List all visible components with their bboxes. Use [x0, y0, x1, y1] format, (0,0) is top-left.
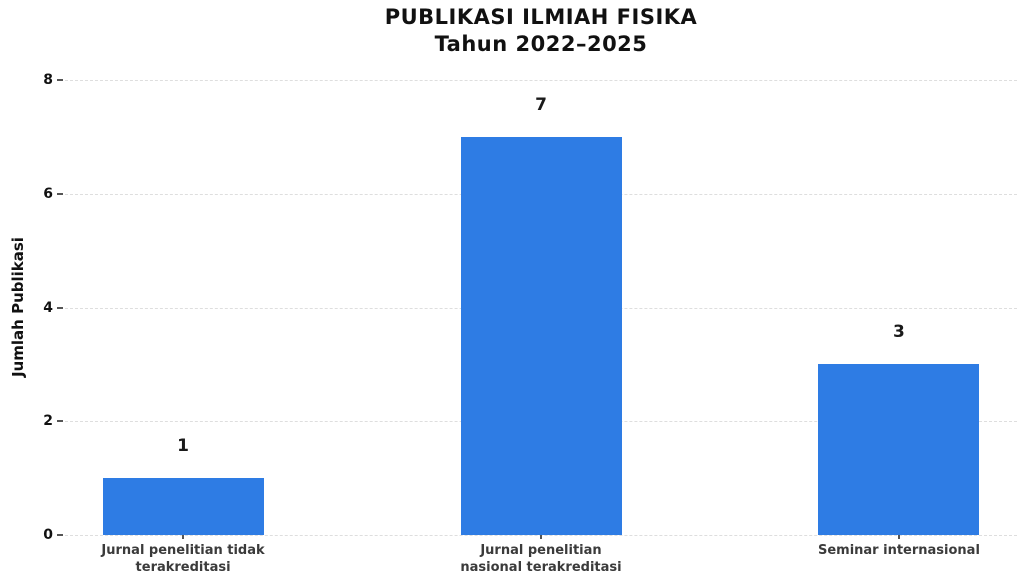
chart-title-block: PUBLIKASI ILMIAH FISIKA Tahun 2022–2025 — [65, 4, 1017, 58]
ytick-label-0: 0 — [43, 527, 53, 543]
ytick-label-8: 8 — [43, 72, 53, 88]
xtick-label-0: Jurnal penelitian tidak terakreditasi — [101, 543, 265, 575]
xtick-mark-1 — [540, 535, 542, 539]
ytick-mark-4 — [57, 306, 63, 309]
plot-area: 1 7 3 — [65, 80, 1017, 536]
chart-title: PUBLIKASI ILMIAH FISIKA — [384, 5, 698, 29]
gridline-y-8 — [65, 80, 1017, 81]
bar-1 — [461, 137, 622, 535]
bar-0 — [103, 478, 264, 535]
ytick-mark-8 — [57, 79, 63, 81]
ytick-label-2: 2 — [43, 413, 53, 430]
xtick-label-1: Jurnal penelitian nasional terakreditasi — [460, 543, 622, 575]
bar-value-label-1: 7 — [535, 94, 547, 115]
ytick-mark-6 — [57, 192, 63, 195]
ytick-mark-2 — [57, 420, 63, 423]
chart-subtitle: Tahun 2022–2025 — [434, 32, 648, 56]
xtick-mark-2 — [897, 535, 900, 539]
xtick-label-2: Seminar internasional — [817, 543, 980, 558]
ytick-label-6: 6 — [43, 185, 53, 202]
bar-value-label-2: 3 — [893, 322, 905, 343]
ytick-label-4: 4 — [43, 299, 53, 316]
ytick-mark-0 — [57, 534, 63, 536]
bar-value-label-0: 1 — [177, 436, 189, 457]
xtick-mark-0 — [182, 535, 185, 539]
bar-2 — [818, 364, 979, 535]
